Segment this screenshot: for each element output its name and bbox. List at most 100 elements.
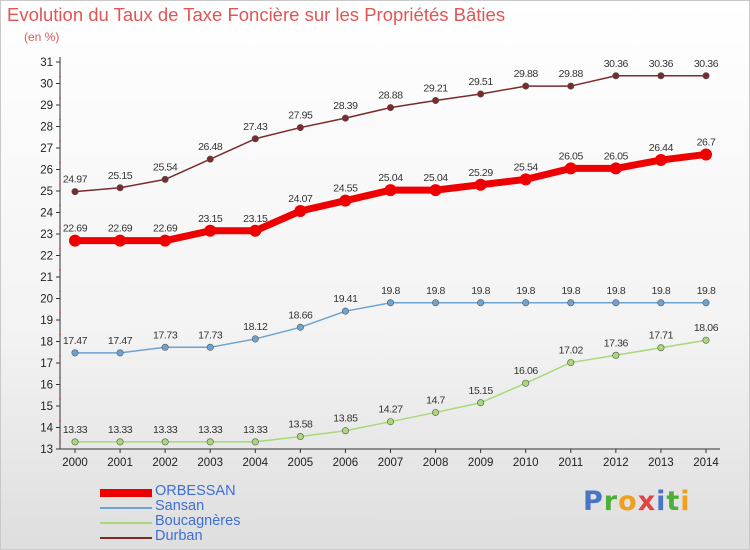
chart-title: Evolution du Taux de Taxe Foncière sur l… xyxy=(7,4,506,25)
data-label: 17.36 xyxy=(604,337,629,349)
data-label: 19.8 xyxy=(426,285,445,297)
x-tick-label: 2005 xyxy=(288,457,314,469)
x-tick-label: 2004 xyxy=(242,457,268,469)
data-point xyxy=(116,184,124,192)
data-label: 17.47 xyxy=(108,335,133,347)
data-point xyxy=(341,307,349,315)
data-label: 25.04 xyxy=(423,172,448,184)
x-tick-label: 2008 xyxy=(423,457,449,469)
data-label: 13.33 xyxy=(63,424,88,436)
x-tick-label: 2012 xyxy=(603,457,629,469)
data-label: 13.33 xyxy=(243,424,268,436)
data-point xyxy=(251,438,259,446)
x-tick-label: 2002 xyxy=(152,457,178,469)
data-point xyxy=(477,90,485,98)
legend-label: Durban xyxy=(155,528,203,544)
data-point xyxy=(567,299,575,307)
x-tick-label: 2011 xyxy=(558,457,583,469)
logo-letter: x xyxy=(637,486,657,517)
data-label: 23.15 xyxy=(243,213,268,225)
data-point xyxy=(341,427,349,435)
data-point xyxy=(612,299,620,307)
data-point xyxy=(71,349,79,357)
data-label: 29.88 xyxy=(559,68,584,80)
y-tick-label: 16 xyxy=(40,380,53,392)
data-point xyxy=(69,234,81,247)
data-label: 30.36 xyxy=(604,58,629,70)
data-label: 30.36 xyxy=(694,58,719,70)
data-label: 17.02 xyxy=(559,345,584,357)
data-label: 19.41 xyxy=(333,293,358,305)
data-label: 13.85 xyxy=(333,413,358,425)
data-point xyxy=(612,351,620,359)
data-point xyxy=(654,154,667,167)
data-label: 28.88 xyxy=(378,90,403,102)
data-point xyxy=(249,224,262,237)
data-point xyxy=(161,438,169,446)
data-point xyxy=(432,408,440,416)
data-label: 27.95 xyxy=(288,110,313,122)
proxiti-logo: Proxiti xyxy=(583,486,691,517)
data-point xyxy=(206,438,214,446)
x-tick-label: 2014 xyxy=(693,457,719,469)
logo-letter: i xyxy=(656,486,667,517)
data-label: 19.8 xyxy=(652,285,671,297)
legend-swatch xyxy=(100,536,152,539)
logo-letter: P xyxy=(583,486,604,517)
x-tick-label: 2010 xyxy=(513,457,539,469)
data-point xyxy=(71,438,79,446)
data-label: 27.43 xyxy=(243,121,268,133)
data-point xyxy=(429,184,442,197)
data-point xyxy=(251,135,259,143)
data-label: 25.54 xyxy=(153,161,178,173)
data-point xyxy=(432,96,440,104)
y-tick-label: 15 xyxy=(40,401,53,413)
data-label: 22.69 xyxy=(153,223,178,235)
logo-letter: r xyxy=(603,486,619,517)
data-point xyxy=(567,82,575,90)
data-label: 19.8 xyxy=(471,285,490,297)
data-point xyxy=(474,178,487,191)
data-point xyxy=(206,155,214,163)
data-label: 18.66 xyxy=(288,309,313,321)
data-label: 19.8 xyxy=(697,285,716,297)
data-point xyxy=(116,438,124,446)
data-label: 29.51 xyxy=(469,76,494,88)
logo-letter: t xyxy=(666,486,681,517)
y-tick-label: 19 xyxy=(40,315,53,327)
data-label: 26.05 xyxy=(559,150,584,162)
data-point xyxy=(206,343,214,351)
data-point xyxy=(204,224,217,237)
data-label: 17.73 xyxy=(198,329,223,341)
x-tick-label: 2003 xyxy=(197,457,223,469)
legend-label: Boucagnères xyxy=(155,513,241,529)
data-point xyxy=(657,299,665,307)
data-point xyxy=(296,323,304,331)
data-label: 19.8 xyxy=(606,285,625,297)
data-label: 24.07 xyxy=(288,193,313,205)
y-tick-label: 23 xyxy=(40,229,53,241)
data-label: 13.33 xyxy=(198,424,223,436)
data-point xyxy=(386,299,394,307)
data-point xyxy=(657,344,665,352)
data-point xyxy=(116,349,124,357)
data-label: 16.06 xyxy=(514,365,539,377)
y-tick-label: 25 xyxy=(40,186,53,198)
data-label: 17.47 xyxy=(63,335,88,347)
y-tick-label: 22 xyxy=(40,251,53,263)
data-point xyxy=(477,299,485,307)
legend-swatch xyxy=(100,506,152,509)
data-point xyxy=(702,299,710,307)
data-point xyxy=(251,335,259,343)
x-tick-label: 2001 xyxy=(107,457,133,469)
y-tick-label: 13 xyxy=(40,444,53,456)
y-tick-label: 20 xyxy=(40,294,53,306)
data-point xyxy=(296,124,304,132)
data-point xyxy=(339,194,352,207)
data-point xyxy=(384,184,397,197)
y-tick-label: 24 xyxy=(40,208,53,220)
data-label: 25.54 xyxy=(514,161,539,173)
legend-swatch xyxy=(100,488,152,497)
data-point xyxy=(519,173,532,186)
